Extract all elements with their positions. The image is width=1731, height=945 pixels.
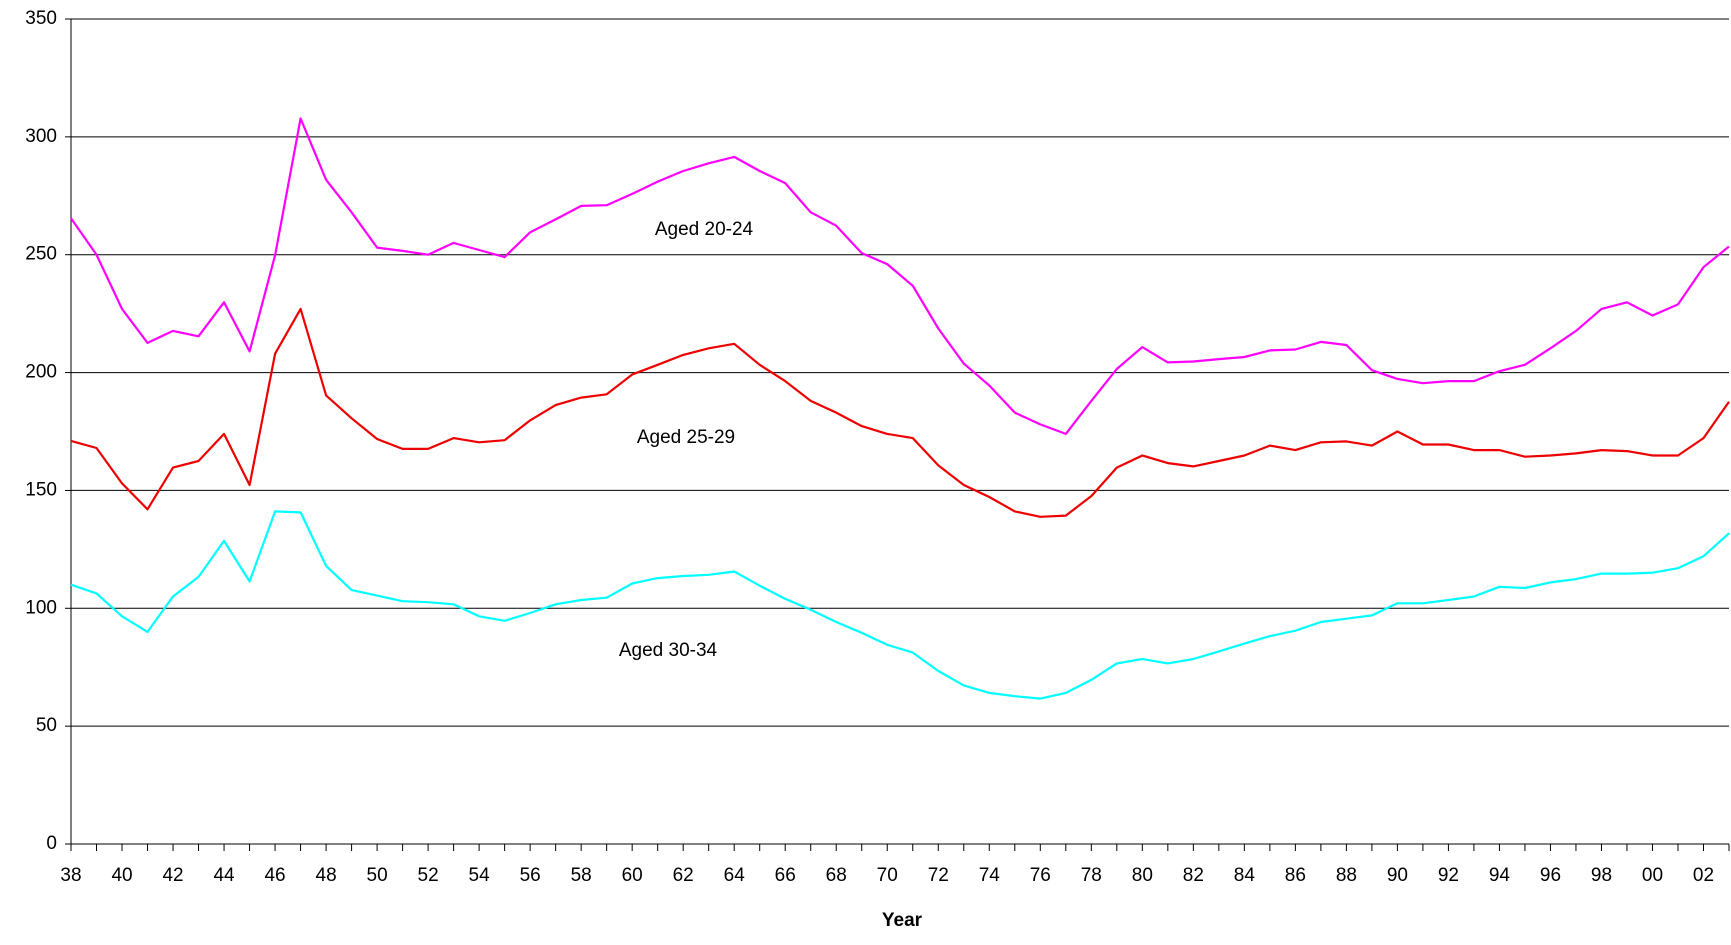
y-tick-label: 300 [25,126,57,147]
x-tick-label: 72 [928,865,949,886]
x-tick-label: 86 [1285,865,1306,886]
x-tick-label: 42 [162,865,183,886]
x-tick-label: 84 [1234,865,1256,886]
x-tick-label: 38 [60,865,81,886]
y-tick-label: 100 [25,597,57,618]
x-tick-label: 70 [877,865,898,886]
x-tick-label: 64 [724,865,746,886]
x-tick-label: 94 [1489,865,1511,886]
x-tick-label: 98 [1591,865,1612,886]
x-tick-label: 56 [520,865,541,886]
x-tick-label: 50 [367,865,388,886]
x-tick-label: 96 [1540,865,1561,886]
series-line [70,307,1730,518]
x-tick-label: 62 [673,865,694,886]
y-tick-label: 200 [25,362,57,383]
y-tick-label: 350 [25,8,57,29]
x-tick-label: 52 [418,865,439,886]
series-line [70,117,1730,435]
x-tick-label: 02 [1693,865,1714,886]
x-tick-label: 90 [1387,865,1408,886]
x-tick-label: 60 [622,865,643,886]
x-tick-label: 46 [264,865,285,886]
y-tick-label: 150 [25,479,57,500]
x-tick-label: 74 [979,865,1001,886]
x-tick-label: 80 [1132,865,1153,886]
y-tick-label: 50 [36,715,57,736]
x-tick-label: 54 [469,865,491,886]
series-label: Aged 20-24 [655,219,754,240]
y-tick-label: 0 [46,833,57,854]
x-tick-label: 78 [1081,865,1102,886]
x-tick-label: 58 [571,865,592,886]
series-line [70,510,1730,700]
x-tick-label: 92 [1438,865,1459,886]
x-axis-label: Year [882,910,923,931]
series-label: Aged 30-34 [619,640,718,661]
x-tick-label: 68 [826,865,847,886]
x-tick-label: 40 [111,865,132,886]
x-tick-label: 00 [1642,865,1663,886]
x-tick-label: 76 [1030,865,1051,886]
y-tick-label: 250 [25,244,57,265]
x-tick-label: 48 [316,865,337,886]
x-tick-label: 88 [1336,865,1357,886]
x-tick-label: 44 [213,865,235,886]
x-tick-label: 82 [1183,865,1204,886]
series-label: Aged 25-29 [637,427,735,448]
x-tick-label: 66 [775,865,796,886]
